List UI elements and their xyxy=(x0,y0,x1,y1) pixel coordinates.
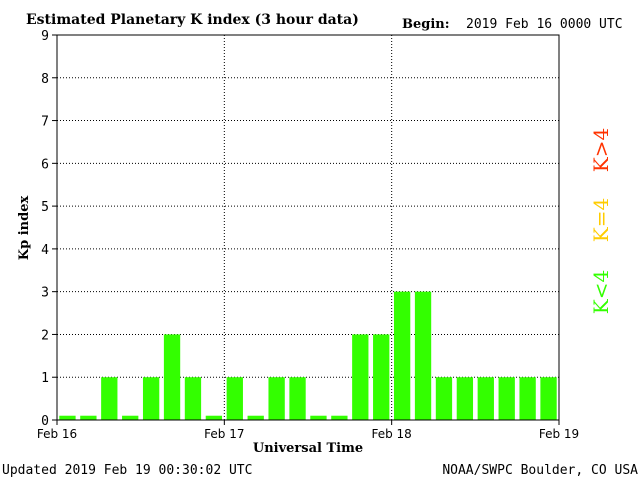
kp-bar xyxy=(289,377,306,420)
kp-bar xyxy=(80,415,97,420)
kp-bar xyxy=(226,377,243,420)
begin-label: Begin: xyxy=(402,17,450,32)
kp-bar xyxy=(268,377,285,420)
x-tick-label: Feb 17 xyxy=(204,427,244,441)
y-tick-label: 5 xyxy=(41,200,49,215)
x-tick-label: Feb 19 xyxy=(539,427,579,441)
kp-bar xyxy=(393,291,411,420)
grid-lines xyxy=(57,35,559,420)
kp-bar xyxy=(540,377,557,420)
y-tick-label: 0 xyxy=(41,414,49,429)
begin-value: 2019 Feb 16 0000 UTC xyxy=(466,17,623,32)
y-tick-label: 2 xyxy=(41,328,49,343)
kp-bar xyxy=(477,377,494,420)
kp-bar xyxy=(163,334,181,420)
y-tick-label: 8 xyxy=(41,72,49,87)
kp-bar xyxy=(352,334,369,420)
bars xyxy=(59,291,557,420)
x-tick-label: Feb 18 xyxy=(371,427,411,441)
y-tick-label: 3 xyxy=(41,286,49,301)
kp-bar xyxy=(101,377,118,420)
y-tick-labels: 0 1 2 3 4 5 6 7 8 9 xyxy=(41,29,57,429)
source-credit: NOAA/SWPC Boulder, CO USA xyxy=(442,463,638,478)
y-tick-label: 4 xyxy=(41,243,49,258)
y-tick-label: 1 xyxy=(41,371,49,386)
kp-bar xyxy=(373,334,390,420)
updated-timestamp: Updated 2019 Feb 19 00:30:02 UTC xyxy=(2,463,252,478)
kp-bar xyxy=(122,415,139,420)
kp-bar xyxy=(498,377,515,420)
legend: K>4 K=4 K<4 xyxy=(589,128,613,314)
legend-item: K>4 xyxy=(589,128,613,172)
plot-frame xyxy=(56,34,560,421)
kp-bar xyxy=(205,415,223,420)
y-tick-label: 6 xyxy=(41,157,49,172)
kp-bar xyxy=(142,377,160,420)
kp-bar xyxy=(247,415,264,420)
kp-bar xyxy=(59,415,76,420)
kp-bar xyxy=(519,377,536,420)
kp-bar xyxy=(331,415,348,420)
kp-bar xyxy=(414,291,432,420)
kp-bar xyxy=(456,377,474,420)
legend-item: K=4 xyxy=(589,198,613,242)
kp-bar xyxy=(435,377,453,420)
kp-bar xyxy=(184,377,202,420)
chart-title: Estimated Planetary K index (3 hour data… xyxy=(26,12,359,28)
legend-item: K<4 xyxy=(589,270,613,314)
y-tick-label: 9 xyxy=(41,29,49,44)
kp-bar xyxy=(310,415,327,420)
x-axis-label: Universal Time xyxy=(253,441,363,456)
y-axis-label: Kp index xyxy=(17,196,32,261)
y-tick-label: 7 xyxy=(41,115,49,130)
x-tick-label: Feb 16 xyxy=(37,427,77,441)
x-tick-labels: Feb 16 Feb 17 Feb 18 Feb 19 xyxy=(37,420,579,441)
